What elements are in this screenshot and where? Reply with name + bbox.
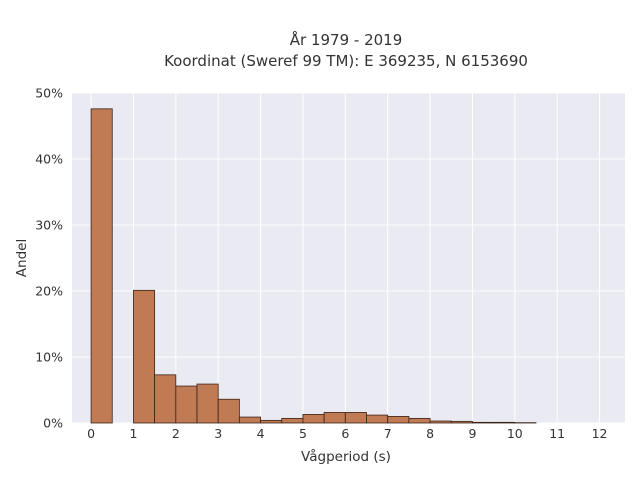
x-axis-ticks: 0 1 2 3 4 5 6 7 8 9 10 11 12	[87, 426, 607, 441]
y-tick-label: 10%	[35, 350, 63, 365]
x-tick-label: 3	[214, 426, 222, 441]
x-tick-label: 10	[507, 426, 523, 441]
histogram-bar	[387, 415, 410, 424]
histogram-bar	[344, 412, 367, 424]
x-tick-label: 4	[257, 426, 265, 441]
x-axis-label: Vågperiod (s)	[301, 448, 391, 465]
histogram-bar	[196, 383, 219, 424]
histogram-bar	[408, 417, 431, 424]
histogram-bar	[302, 414, 325, 424]
x-tick-label: 11	[549, 426, 565, 441]
bars	[90, 108, 537, 424]
y-axis-ticks: 0% 10% 20% 30% 40% 50%	[35, 86, 63, 431]
x-tick-label: 1	[129, 426, 137, 441]
histogram-bar	[366, 414, 389, 424]
x-tick-label: 7	[384, 426, 392, 441]
chart-subtitle: Koordinat (Sweref 99 TM): E 369235, N 61…	[164, 52, 528, 70]
x-tick-label: 5	[299, 426, 307, 441]
x-tick-label: 6	[341, 426, 349, 441]
x-tick-label: 9	[468, 426, 476, 441]
y-tick-label: 0%	[43, 416, 63, 431]
y-tick-label: 50%	[35, 86, 63, 101]
y-tick-label: 30%	[35, 218, 63, 233]
histogram-bar	[429, 420, 452, 424]
histogram-bar	[175, 385, 198, 424]
histogram-bar	[472, 421, 495, 424]
y-axis-label: Andel	[14, 239, 30, 277]
histogram-bar	[238, 416, 261, 424]
y-tick-label: 20%	[35, 284, 63, 299]
histogram-bar	[217, 398, 240, 424]
chart-title: År 1979 - 2019	[290, 30, 403, 49]
histogram-bar	[281, 417, 304, 424]
histogram-bar	[90, 108, 113, 424]
x-tick-label: 12	[592, 426, 608, 441]
histogram-bar	[154, 374, 177, 424]
x-tick-label: 2	[172, 426, 180, 441]
histogram-bar	[260, 419, 283, 424]
histogram-bar	[323, 412, 346, 424]
histogram-bar	[450, 420, 473, 424]
x-tick-label: 0	[87, 426, 95, 441]
y-tick-label: 40%	[35, 152, 63, 167]
histogram-bar	[133, 289, 156, 424]
x-tick-label: 8	[426, 426, 434, 441]
plot-area	[72, 93, 625, 423]
histogram-bar	[493, 421, 516, 424]
